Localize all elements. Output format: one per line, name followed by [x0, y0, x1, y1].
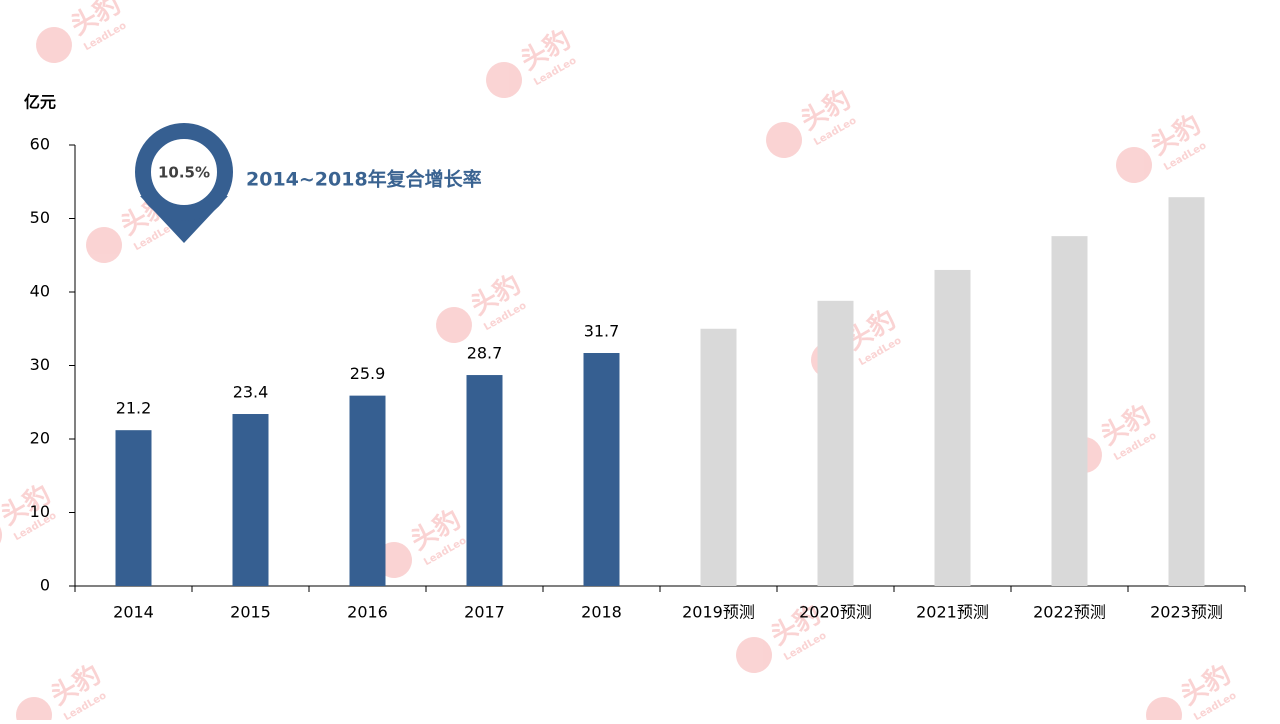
watermark-logo [16, 697, 53, 724]
bar [583, 353, 620, 586]
watermark-logo [436, 307, 473, 343]
bar [1168, 197, 1205, 586]
bar [1051, 236, 1088, 586]
watermark-logo [86, 227, 123, 263]
y-axis-label: 亿元 [24, 93, 56, 112]
x-tick-label: 2016 [347, 603, 388, 622]
y-tick-label: 60 [30, 135, 50, 154]
bar [232, 414, 269, 586]
annotation-text: 2014~2018年复合增长率 [246, 168, 482, 191]
bar [466, 375, 503, 586]
bar [934, 269, 971, 586]
cagr-value: 10.5% [158, 164, 210, 182]
bar [700, 328, 737, 586]
x-tick-label: 2014 [113, 603, 154, 622]
x-tick-label: 2022预测 [1033, 603, 1106, 622]
y-tick-label: 10 [30, 502, 50, 521]
x-tick-label: 2017 [464, 603, 505, 622]
y-tick-label: 30 [30, 355, 50, 374]
y-tick-label: 0 [40, 576, 50, 595]
x-tick-label: 2018 [581, 603, 622, 622]
watermark-logo [1146, 697, 1183, 724]
watermark-logo [736, 637, 773, 673]
x-tick-label: 2021预测 [916, 603, 989, 622]
value-label: 23.4 [233, 383, 269, 402]
value-label: 31.7 [584, 322, 620, 341]
bar [817, 300, 854, 586]
pin-ring [135, 123, 233, 221]
bar [349, 395, 386, 586]
value-label: 28.7 [467, 344, 503, 363]
watermark-logo [766, 122, 803, 158]
y-tick-label: 50 [30, 208, 50, 227]
x-tick-label: 2023预测 [1150, 603, 1223, 622]
y-tick-label: 20 [30, 429, 50, 448]
y-tick-label: 40 [30, 282, 50, 301]
value-label: 21.2 [116, 399, 152, 418]
x-tick-label: 2020预测 [799, 603, 872, 622]
x-tick-label: 2015 [230, 603, 271, 622]
bar [115, 430, 152, 586]
annotation-pin: 10.5% [135, 123, 233, 243]
value-label: 25.9 [350, 364, 386, 383]
watermark-logo [486, 62, 523, 98]
x-tick-label: 2019预测 [682, 603, 755, 622]
watermark-logo [1116, 147, 1153, 183]
watermark-logo [36, 27, 73, 63]
